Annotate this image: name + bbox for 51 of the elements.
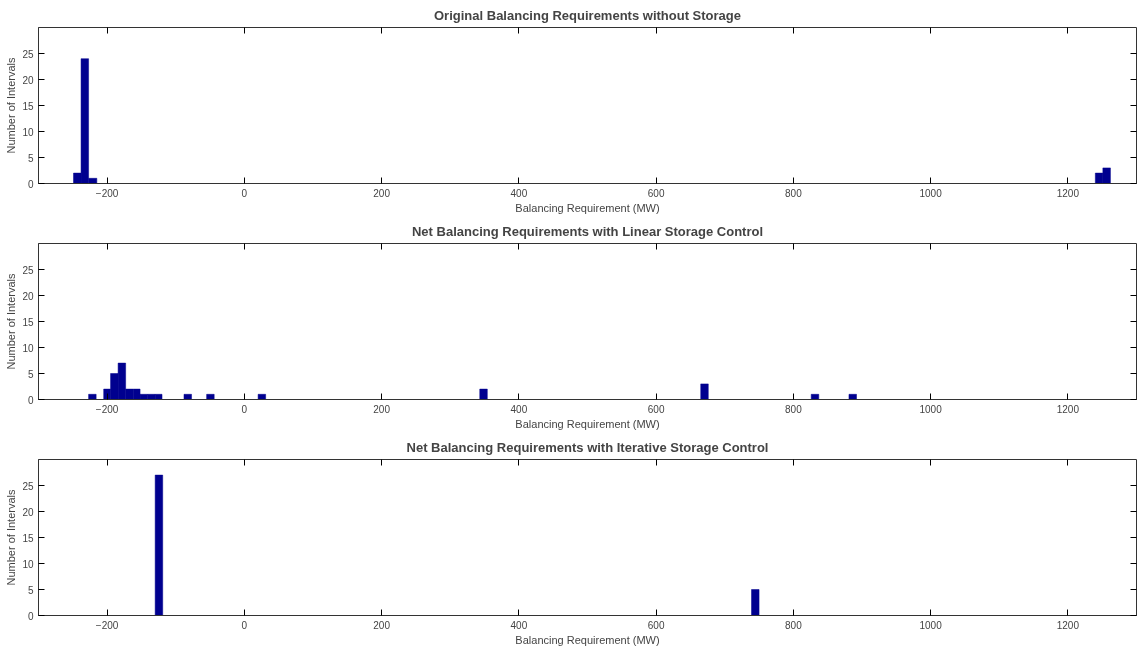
y-axis-title: Number of Intervals — [5, 57, 18, 154]
y-tick-label: 15 — [22, 532, 34, 544]
y-tick-label: 10 — [22, 126, 34, 138]
x-tick-label: 1200 — [1056, 619, 1080, 631]
y-axis-title: Number of Intervals — [5, 273, 18, 370]
y-tick-label: 5 — [27, 152, 34, 164]
x-tick-label: 0 — [241, 187, 248, 199]
x-tick-label: 600 — [647, 403, 665, 415]
x-tick-label: 600 — [647, 187, 665, 199]
x-tick-label: 1000 — [919, 187, 943, 199]
x-tick-label: −200 — [95, 187, 119, 199]
x-tick-label: 1200 — [1056, 187, 1080, 199]
y-tick-label: 20 — [22, 74, 34, 86]
y-tick-label: 15 — [22, 100, 34, 112]
y-tick-label: 5 — [27, 368, 34, 380]
x-tick-label: 1000 — [919, 619, 943, 631]
chart-title: Net Balancing Requirements with Iterative Storage Control — [406, 439, 769, 455]
x-axis-title: Balancing Requirement (MW) — [515, 201, 660, 214]
y-axis-title: Number of Intervals — [5, 489, 18, 586]
y-tick-label: 0 — [27, 178, 34, 190]
y-tick-label: 10 — [22, 558, 34, 570]
x-tick-label: 200 — [373, 403, 391, 415]
y-tick-label: 0 — [27, 610, 34, 622]
chart-title: Original Balancing Requirements without Storage — [434, 7, 742, 23]
x-tick-label: −200 — [95, 619, 119, 631]
x-tick-label: 1200 — [1056, 403, 1080, 415]
x-tick-label: 400 — [510, 403, 528, 415]
y-tick-label: 25 — [22, 48, 34, 60]
y-tick-label: 15 — [22, 316, 34, 328]
x-tick-label: 200 — [373, 619, 391, 631]
x-tick-label: 400 — [510, 187, 528, 199]
x-tick-label: 1000 — [919, 403, 943, 415]
x-tick-label: 200 — [373, 187, 391, 199]
x-axis-title: Balancing Requirement (MW) — [515, 633, 660, 646]
x-tick-label: 800 — [785, 403, 803, 415]
y-tick-label: 20 — [22, 290, 34, 302]
x-tick-label: 800 — [785, 619, 803, 631]
y-tick-label: 0 — [27, 394, 34, 406]
chart-title: Net Balancing Requirements with Linear Storage Control — [411, 223, 764, 239]
y-tick-label: 10 — [22, 342, 34, 354]
y-tick-label: 25 — [22, 264, 34, 276]
x-tick-label: −200 — [95, 403, 119, 415]
y-tick-label: 20 — [22, 506, 34, 518]
x-tick-label: 800 — [785, 187, 803, 199]
y-tick-label: 25 — [22, 480, 34, 492]
x-tick-label: 600 — [647, 619, 665, 631]
x-tick-label: 400 — [510, 619, 528, 631]
y-tick-label: 5 — [27, 584, 34, 596]
x-axis-title: Balancing Requirement (MW) — [515, 417, 660, 430]
x-tick-label: 0 — [241, 403, 248, 415]
x-tick-label: 0 — [241, 619, 248, 631]
